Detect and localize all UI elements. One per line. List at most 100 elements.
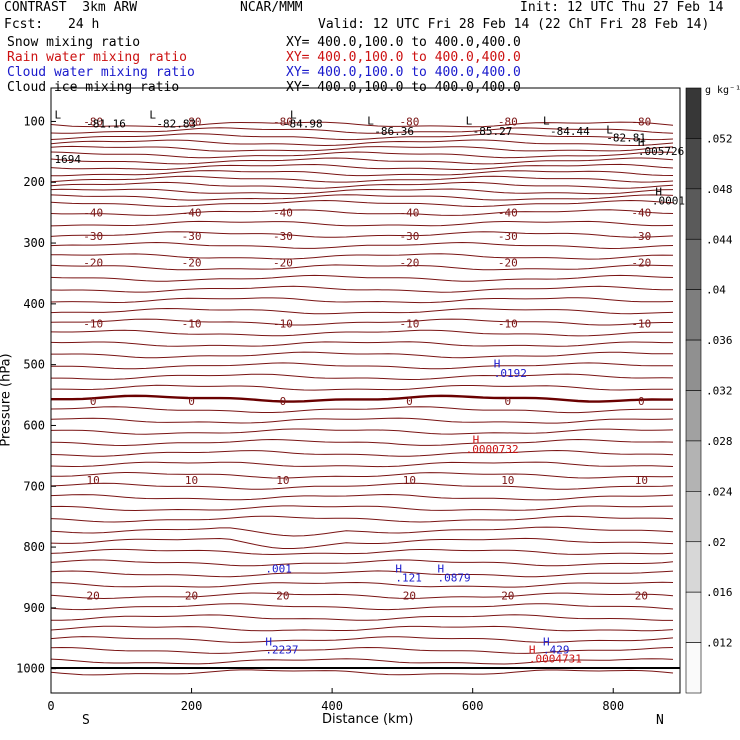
contour-label: 20 [185, 590, 198, 603]
colorbar-swatch [685, 188, 702, 240]
colorbar-label: .02 [706, 536, 726, 549]
isotherm-line [50, 209, 674, 216]
contour-label: -10 [273, 317, 293, 330]
colorbar-label: .052 [706, 132, 733, 145]
extremum-label: -84.44 [550, 125, 590, 138]
contour-label: 0 [188, 395, 195, 408]
contour-label: -20 [273, 257, 293, 270]
extremum-label: H [438, 563, 445, 576]
contour-label: 10 [501, 474, 514, 487]
colorbar-swatch [685, 87, 702, 139]
isotherm-line [51, 351, 673, 359]
isotherm-line [50, 145, 674, 152]
colorbar-label: .048 [706, 183, 733, 196]
isotherm-line [50, 625, 674, 632]
contour-label: -30 [631, 230, 651, 243]
x-tick-label: 200 [181, 699, 203, 713]
contour-label: -80 [498, 115, 518, 128]
contour-label: -40 [631, 207, 651, 220]
contour-label: -30 [182, 230, 202, 243]
valid-time: Valid: 12 UTC Fri 28 Feb 14 (22 ChT Fri … [318, 17, 710, 32]
x-tick-label: 0 [47, 699, 54, 713]
extremum-label: .0000732 [466, 443, 519, 456]
extremum-label: .0001 [652, 195, 685, 208]
colorbar-swatch [685, 541, 702, 593]
y-tick-label: 1000 [16, 662, 45, 676]
extremum-label: -81.16 [86, 118, 126, 131]
field-name-rain: Rain water mixing ratio [7, 50, 188, 65]
y-tick-label: 500 [23, 358, 45, 372]
contour-label: -20 [399, 257, 419, 270]
extremum-label: .001 [265, 563, 292, 576]
isotherm-line [50, 139, 674, 147]
isotherm-line [50, 438, 674, 447]
contour-label: 0 [638, 395, 645, 408]
isotherm-line [50, 669, 674, 676]
extremum-label: H [655, 186, 662, 199]
contour-label: 10 [635, 474, 648, 487]
contour-layer [50, 121, 674, 676]
isotherm-line [51, 384, 674, 391]
extremum-label: L [606, 124, 613, 137]
colorbar-unit: g kg⁻¹ [705, 85, 740, 96]
contour-label: -30 [498, 230, 518, 243]
contour-label: -10 [83, 317, 103, 330]
extremum-label: .005726 [638, 145, 684, 158]
contour-label: -10 [182, 317, 202, 330]
contour-label: -10 [498, 317, 518, 330]
isotherm-line [50, 417, 674, 424]
extremum-label: H [473, 434, 480, 447]
contour-label: -10 [399, 317, 419, 330]
colorbar-swatch [685, 238, 702, 290]
isotherm-line [50, 329, 674, 337]
contour-label: -30 [399, 230, 419, 243]
isotherm-line [51, 394, 673, 403]
contour-label: -80 [83, 115, 103, 128]
colorbar-swatch [685, 289, 702, 341]
isotherm-line [50, 515, 674, 523]
extremum-label: .0004731 [529, 653, 582, 666]
isotherm-line [50, 526, 674, 537]
extremum-label: H [543, 636, 550, 649]
isotherm-line [50, 537, 674, 549]
contour-label: -40 [83, 207, 103, 220]
isotherm-line [50, 658, 674, 665]
isotherm-line [50, 163, 674, 171]
contour-label: 10 [185, 474, 198, 487]
x-tick-label: 600 [462, 699, 484, 713]
isotherm-line [50, 428, 674, 435]
isotherm-line [50, 151, 674, 159]
extremum-label: -84.98 [283, 118, 323, 131]
field-xy-rain: XY= 400.0,100.0 to 400.0,400.0 [286, 50, 521, 65]
isotherm-line [50, 449, 674, 457]
contour-label: -10 [631, 317, 651, 330]
y-tick-label: 600 [23, 418, 45, 432]
isotherm-line [50, 194, 674, 201]
forecast-hours: 24 h [68, 17, 100, 32]
model-title: CONTRAST 3km ARW [4, 0, 138, 15]
contour-label: 10 [87, 474, 100, 487]
extremum-label: .429 [543, 643, 570, 656]
extremum-label: L [466, 114, 473, 127]
colorbar-label: .036 [706, 334, 733, 347]
y-tick-label: 400 [23, 297, 45, 311]
contour-label: -30 [83, 230, 103, 243]
contour-label: 0 [280, 395, 287, 408]
isotherm-line [50, 559, 674, 567]
extremum-label: L [55, 108, 62, 121]
isotherm-line [51, 373, 674, 381]
extremum-label: H [395, 563, 402, 576]
extremum-label: L [290, 108, 297, 121]
contour-label: 20 [501, 590, 514, 603]
extremum-label: L [367, 114, 374, 127]
plot-frame [50, 87, 681, 694]
contour-label: -20 [631, 257, 651, 270]
isotherm-line [50, 188, 674, 195]
x-tick-label: 800 [602, 699, 624, 713]
colorbar-label: .028 [706, 435, 733, 448]
field-name-snow: Snow mixing ratio [7, 35, 141, 50]
contour-label: -30 [273, 230, 293, 243]
colorbar-label: .012 [706, 637, 733, 650]
contour-label: -20 [182, 257, 202, 270]
